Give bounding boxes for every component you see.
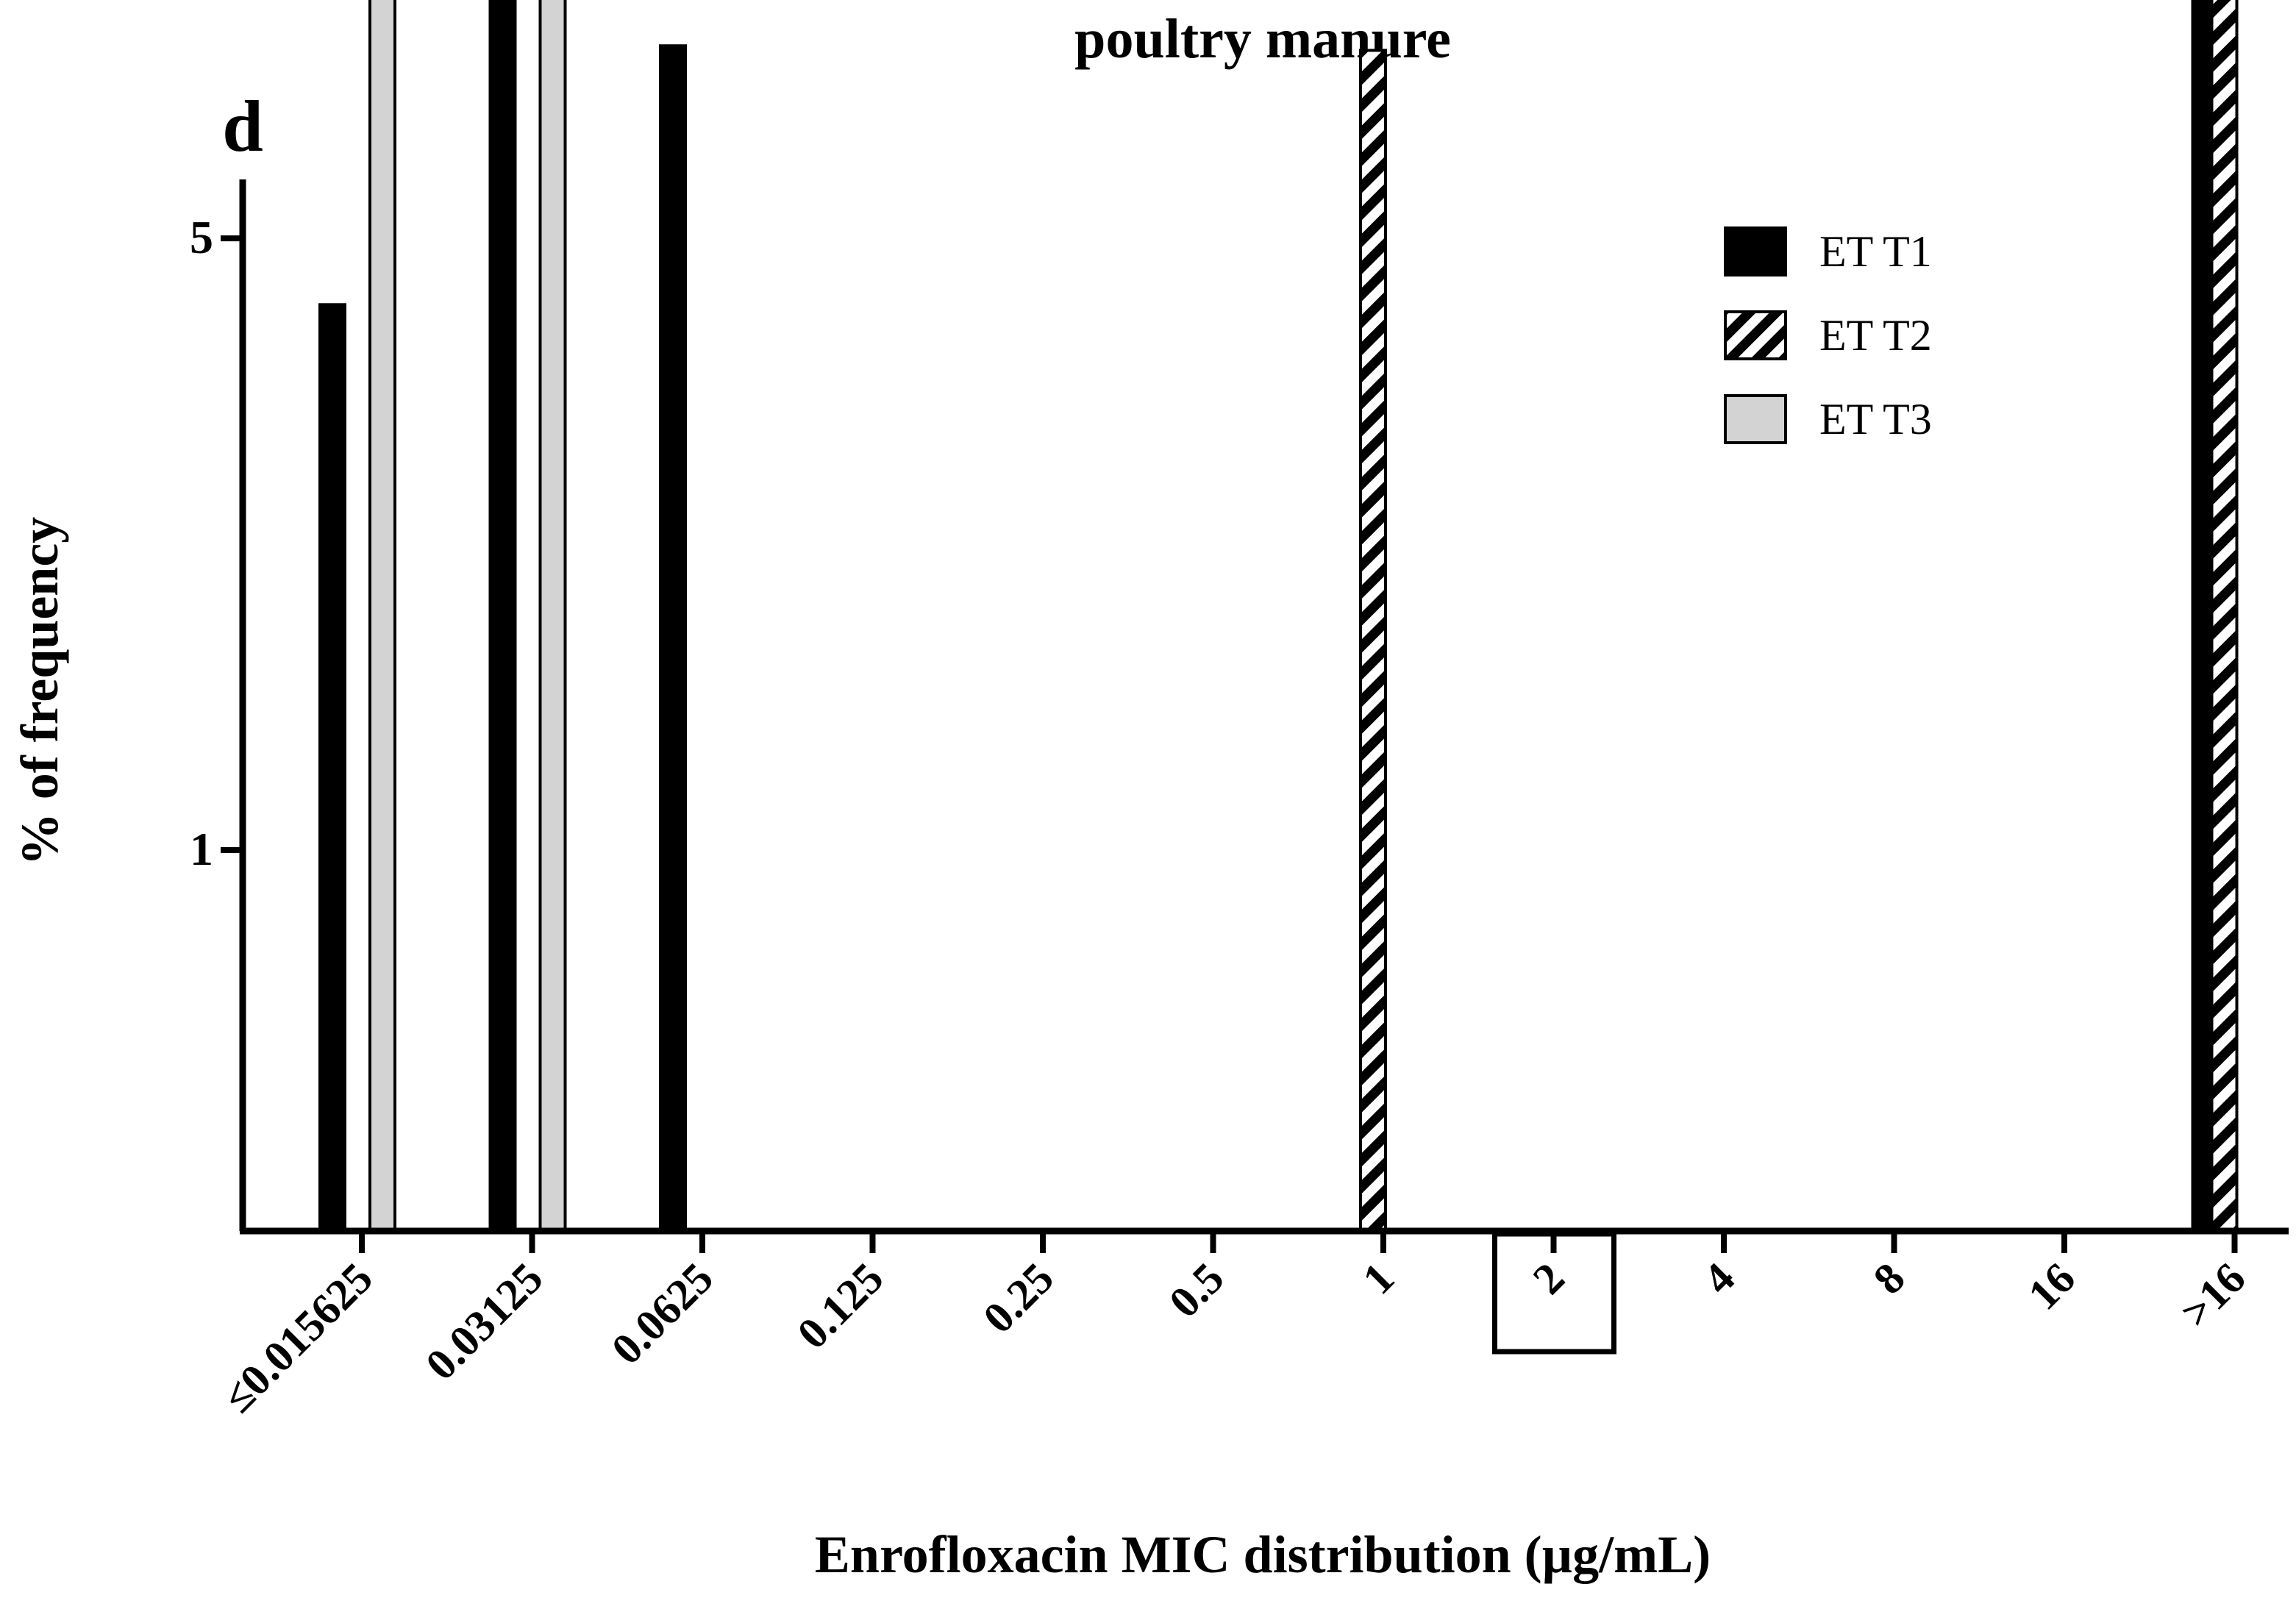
bar-et-t3-0 <box>368 0 396 1233</box>
x-tick-label: ≤0.015625 <box>213 1254 382 1422</box>
x-axis-label: Enrofloxacin MIC distribution (µg/mL) <box>815 1525 1711 1584</box>
legend-swatch-et-t2 <box>1724 310 1787 360</box>
bar-et-t1-1 <box>488 0 517 1232</box>
y-axis-label: % of frequency <box>10 517 69 866</box>
y-axis: 15102550100 <box>190 211 243 875</box>
x-tick-label: 8 <box>1864 1254 1914 1304</box>
x-tick-label: 0.25 <box>974 1254 1063 1343</box>
legend-label: ET T3 <box>1819 395 1932 443</box>
x-tick-label: 0.5 <box>1160 1254 1233 1327</box>
bar-et-t3-1 <box>538 0 567 1233</box>
x-tick-label: 0.03125 <box>416 1254 552 1390</box>
legend-swatch-et-t1 <box>1724 226 1787 277</box>
bar-et-t2-11 <box>2210 0 2239 1232</box>
bar-et-t1-0 <box>318 303 346 1232</box>
x-axis: ≤0.015625 0.03125 0.0625 0.125 0.25 0.5 1 2 4 8 16… <box>213 1231 2255 1422</box>
x-tick-label: 2 <box>1524 1254 1574 1304</box>
x-tick-label: 4 <box>1694 1254 1744 1304</box>
legend-label: ET T2 <box>1819 311 1932 360</box>
x-tick-label: 1 <box>1353 1254 1403 1304</box>
x-tick-label: 0.125 <box>788 1254 893 1358</box>
x-tick-label: 16 <box>2019 1254 2084 1319</box>
legend-label: ET T1 <box>1819 227 1932 276</box>
legend: ET T1 ET T2 ET T3 <box>1724 226 1932 444</box>
y-tick-label: 5 <box>190 211 213 263</box>
x-tick-label: 0.0625 <box>602 1254 722 1374</box>
x-tick-label: >16 <box>2171 1254 2254 1337</box>
panel-label: d <box>222 85 263 167</box>
legend-swatch-et-t3 <box>1724 394 1787 444</box>
y-tick-label: 1 <box>190 823 213 875</box>
highlight-box <box>1492 1231 1616 1355</box>
bar-et-t1-2 <box>659 44 687 1233</box>
bar-et-t2-6 <box>1359 49 1387 1232</box>
chart-title: poultry manure <box>1074 8 1451 70</box>
bars <box>318 0 2239 1233</box>
